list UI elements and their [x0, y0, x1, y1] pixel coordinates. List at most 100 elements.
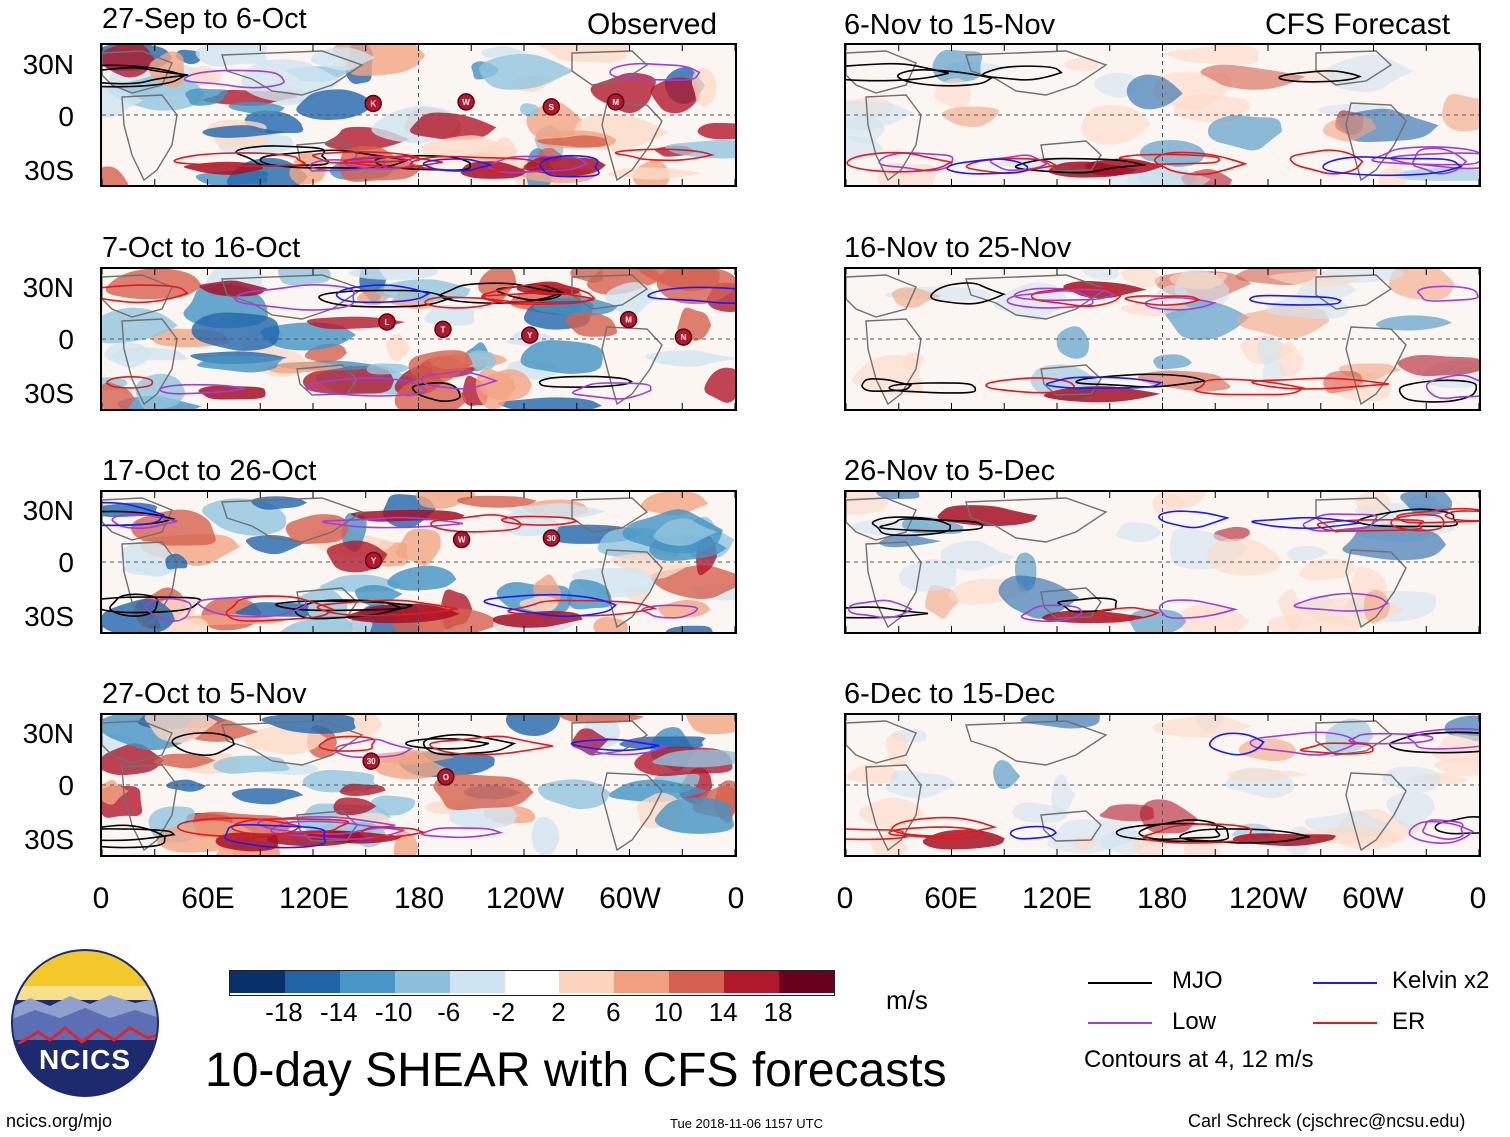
shear-anomaly-region: [898, 559, 957, 592]
shear-anomaly-region: [240, 59, 342, 103]
panel-title: 16-Nov to 25-Nov: [844, 232, 1072, 264]
cyclone-marker-letter: S: [549, 103, 555, 112]
er-contour: [106, 375, 154, 389]
shear-anomaly-region: [415, 492, 476, 509]
colorbar-segment: [559, 971, 616, 993]
colorbar-segment: [504, 971, 561, 993]
shear-anomaly-region: [537, 135, 608, 148]
low-contour: [111, 513, 178, 530]
er-contour: [846, 828, 908, 841]
low-contour: [1417, 285, 1479, 302]
coastline: [571, 50, 649, 86]
shear-anomaly-region: [424, 305, 475, 326]
shear-anomaly-region: [349, 269, 439, 280]
colorbar-segment: [339, 971, 396, 993]
footer-url-link[interactable]: ncics.org/mjo: [6, 1111, 113, 1131]
mjo-contour: [1014, 157, 1146, 174]
shear-map-panel: L T Y M N: [100, 267, 737, 411]
colorbar-tick-label: -6: [437, 997, 461, 1027]
shear-anomaly-region: [1266, 295, 1350, 320]
kelvin-contour: [1009, 825, 1058, 840]
er-contour: [481, 283, 595, 304]
er-contour: [1299, 742, 1374, 755]
coastline: [121, 764, 178, 852]
er-contour: [1289, 149, 1364, 175]
low-contour: [1293, 592, 1389, 612]
low-contour: [1302, 513, 1378, 532]
mjo-contour: [235, 145, 330, 167]
shear-map-panel: [844, 713, 1481, 857]
shear-anomaly-region: [1388, 269, 1455, 300]
shear-anomaly-region: [1325, 54, 1414, 92]
colorbar-tick-label: 2: [551, 997, 566, 1027]
kelvin-contour: [946, 158, 1029, 175]
er-contour: [1142, 823, 1253, 844]
shear-anomaly-region: [1082, 269, 1120, 281]
shear-anomaly-region: [704, 367, 735, 403]
lon-label: 120E: [1021, 882, 1093, 915]
cfs-forecast-header: CFS Forecast: [1265, 8, 1451, 41]
low-contour: [234, 284, 355, 311]
tropical-cyclone-marker: W: [452, 530, 471, 549]
shear-anomaly-region: [457, 495, 537, 508]
mjo-contour: [982, 65, 1063, 81]
panel-title: 27-Oct to 5-Nov: [102, 678, 307, 710]
kelvin-contour: [570, 738, 660, 752]
tropical-cyclone-marker: 30: [542, 529, 561, 547]
shear-anomaly-region: [408, 350, 473, 383]
shear-anomaly-region: [374, 751, 447, 780]
shear-anomaly-region: [1120, 303, 1191, 317]
lat-label-30s: 30S: [24, 378, 74, 409]
kelvin-contour: [1249, 294, 1342, 306]
coastline: [1040, 587, 1102, 619]
mjo-contour: [879, 518, 984, 532]
mjo-contour: [294, 599, 404, 620]
legend-mjo-label: MJO: [1172, 967, 1223, 994]
shear-anomaly-region: [636, 269, 720, 292]
mjo-contour: [171, 732, 235, 756]
shear-anomaly-region: [1164, 301, 1250, 340]
lat-label-30s: 30S: [24, 155, 74, 186]
panel-title: 7-Oct to 16-Oct: [102, 232, 301, 264]
colorbar-tick-label: -2: [491, 997, 516, 1027]
lon-label: 60W: [599, 882, 661, 915]
coastline: [121, 94, 178, 182]
coastline: [865, 764, 922, 852]
lon-label: 120E: [278, 882, 350, 915]
cyclone-marker-letter: N: [681, 333, 687, 342]
lon-label: 60E: [924, 882, 978, 915]
er-contour: [846, 151, 954, 173]
colorbar: [229, 970, 835, 996]
tropical-cyclone-marker: M: [606, 93, 625, 111]
mjo-contour: [405, 737, 490, 750]
shear-anomaly-region: [102, 307, 178, 344]
coastline: [965, 720, 1108, 766]
shear-anomaly-region: [665, 625, 713, 632]
shear-anomaly-region: [1277, 342, 1305, 378]
er-contour: [173, 152, 306, 167]
shear-anomaly-region: [846, 115, 886, 145]
shear-anomaly-region: [196, 355, 283, 373]
coastline: [865, 94, 922, 182]
shear-map-panel: [844, 43, 1481, 187]
tropical-cyclone-marker: L: [378, 313, 396, 331]
mjo-contour: [102, 828, 176, 842]
colorbar-tick-label: 14: [708, 997, 738, 1027]
lon-label: 120W: [1228, 882, 1308, 915]
low-contour: [321, 516, 464, 529]
shear-anomaly-region: [387, 565, 457, 591]
coastline: [121, 318, 178, 406]
shear-anomaly-region: [202, 125, 288, 138]
low-contour: [641, 604, 699, 619]
shear-anomaly-region: [1121, 269, 1161, 288]
low-contour: [1406, 728, 1479, 750]
low-contour: [1006, 290, 1094, 309]
mjo-contour: [846, 606, 929, 619]
mjo-contour: [871, 516, 952, 537]
shear-anomaly-region: [1051, 774, 1075, 814]
lat-label-30s: 30S: [24, 601, 74, 632]
shear-anomaly-region: [1442, 93, 1479, 132]
mjo-contour: [861, 378, 913, 393]
tropical-cyclone-marker: M: [619, 310, 638, 329]
shear-anomaly-region: [877, 162, 936, 185]
